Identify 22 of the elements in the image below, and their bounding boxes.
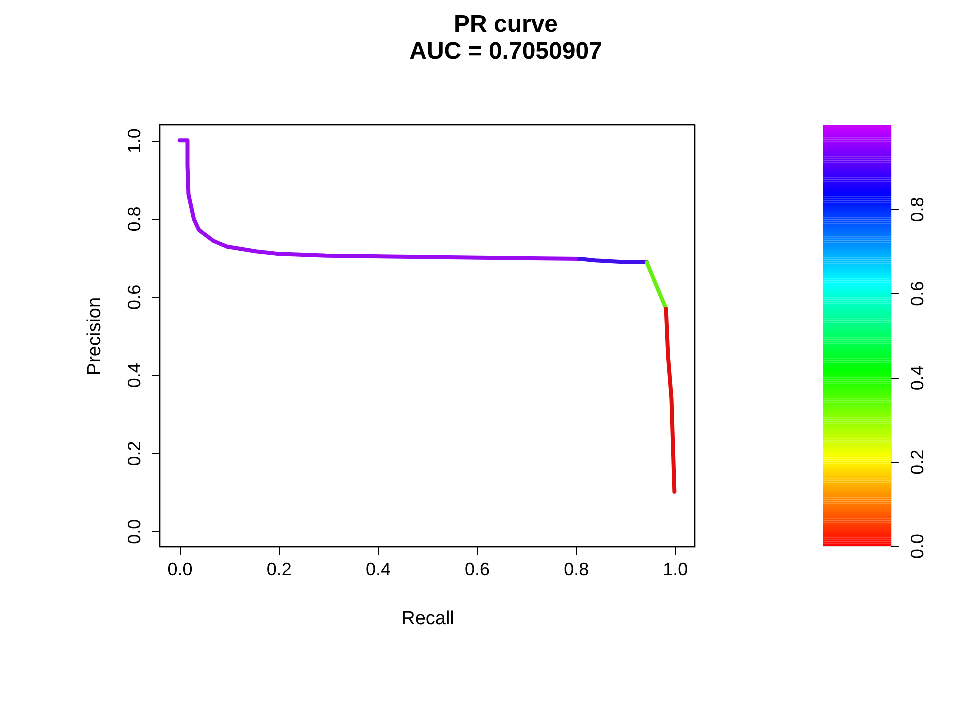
y-tick-label: 0.0 <box>124 519 144 544</box>
y-axis-title: Precision <box>84 297 106 376</box>
chart-subtitle: AUC = 0.7050907 <box>410 38 602 65</box>
x-tick-label: 0.6 <box>465 560 490 580</box>
y-tick-label: 1.0 <box>124 128 144 154</box>
color-bar-label: 0.4 <box>908 366 928 391</box>
color-bar-label: 0.6 <box>908 281 928 306</box>
x-tick-label: 0.8 <box>564 560 590 580</box>
line-series <box>664 307 677 494</box>
y-tick-label: 0.2 <box>124 441 144 466</box>
color-bar-label: 0.0 <box>908 534 928 560</box>
x-tick-label: 0.4 <box>366 560 391 580</box>
x-tick-label: 0.0 <box>168 560 193 580</box>
chart-title: PR curve <box>454 10 558 38</box>
y-tick-label: 0.4 <box>124 363 144 388</box>
color-bar-label: 0.8 <box>908 197 928 222</box>
x-tick-label: 1.0 <box>663 560 688 580</box>
y-tick-label: 0.8 <box>124 206 144 232</box>
x-tick-label: 0.2 <box>266 560 292 580</box>
x-axis-title: Recall <box>402 608 454 630</box>
y-tick-label: 0.6 <box>124 284 144 310</box>
color-bar-label: 0.2 <box>908 450 928 475</box>
